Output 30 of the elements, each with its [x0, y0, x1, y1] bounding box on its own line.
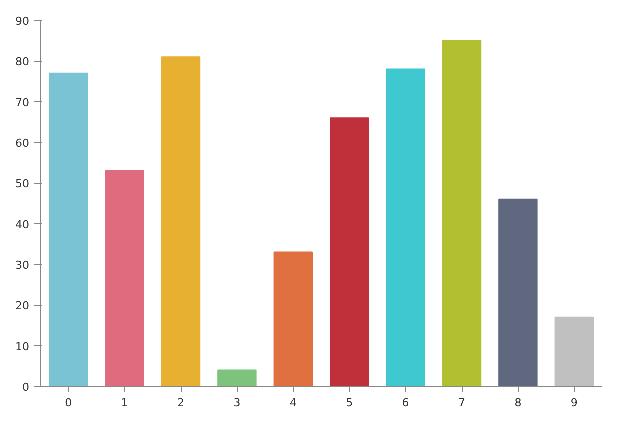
x-tick-label: 9 — [570, 396, 578, 410]
y-tick-label: 30 — [16, 259, 30, 272]
x-tick-label: 1 — [121, 396, 128, 410]
x-tick-label: 4 — [290, 396, 297, 410]
y-tick-label: 50 — [16, 178, 30, 191]
y-tick-label: 60 — [16, 137, 30, 150]
bar — [274, 252, 314, 386]
y-tick-label: 0 — [22, 381, 30, 394]
bar — [218, 370, 257, 386]
bar — [442, 40, 482, 386]
y-tick-label: 40 — [16, 218, 30, 232]
bar — [105, 170, 144, 386]
x-tick-label: 2 — [178, 396, 184, 410]
y-tick-label: 20 — [16, 300, 30, 313]
y-tick-label: 80 — [16, 56, 30, 69]
bar — [330, 118, 370, 386]
bar — [498, 198, 538, 386]
y-tick-label: 10 — [16, 340, 30, 354]
y-tick-label: 70 — [16, 96, 30, 110]
bar — [48, 72, 88, 386]
x-tick-label: 3 — [234, 396, 241, 410]
x-tick-label: 6 — [402, 396, 410, 410]
x-tick-label: 5 — [346, 396, 354, 410]
bar — [161, 56, 201, 386]
bar — [554, 316, 594, 386]
bar — [386, 68, 426, 386]
x-tick-label: 7 — [458, 396, 466, 410]
y-tick-label: 90 — [16, 15, 30, 28]
x-tick-label: 8 — [514, 396, 522, 410]
x-tick-label: 0 — [65, 396, 72, 410]
